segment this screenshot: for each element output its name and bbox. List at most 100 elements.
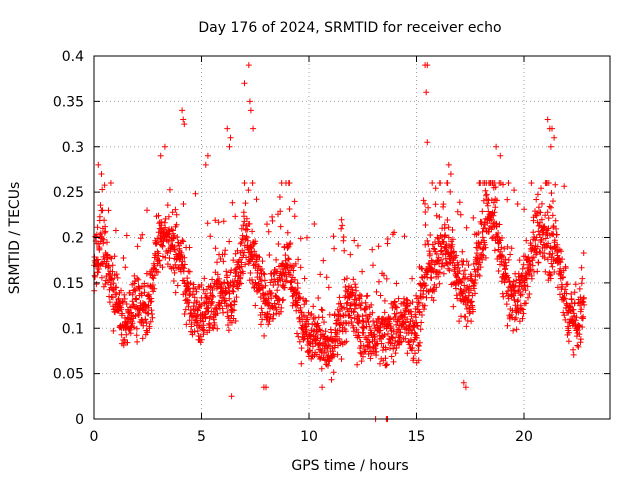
- data-point: [409, 344, 416, 351]
- data-point: [382, 346, 389, 353]
- data-point: [421, 283, 428, 290]
- data-point: [409, 275, 416, 282]
- data-point: [319, 384, 326, 391]
- data-point: [317, 271, 324, 278]
- data-point: [225, 322, 231, 328]
- data-point: [549, 250, 556, 257]
- data-point: [340, 234, 347, 240]
- data-point: [542, 268, 549, 275]
- data-point: [286, 241, 293, 248]
- data-point: [323, 274, 330, 281]
- data-point: [334, 351, 341, 358]
- data-point: [514, 201, 521, 207]
- data-point: [208, 292, 215, 299]
- data-point: [242, 200, 249, 207]
- data-point: [391, 299, 398, 306]
- data-point: [320, 257, 327, 264]
- data-point: [445, 265, 452, 272]
- data-point: [519, 315, 526, 322]
- data-point: [415, 299, 422, 306]
- data-point: [434, 257, 441, 264]
- data-point: [145, 304, 152, 311]
- data-point: [562, 265, 569, 272]
- data-point: [416, 339, 423, 346]
- data-point: [449, 236, 456, 243]
- data-point: [525, 294, 531, 301]
- data-point: [491, 247, 498, 254]
- data-point: [179, 107, 186, 114]
- data-point: [511, 187, 518, 194]
- data-point: [258, 305, 265, 312]
- data-point: [279, 297, 286, 304]
- data-point: [165, 213, 172, 220]
- data-point: [292, 260, 299, 267]
- data-point: [310, 303, 317, 310]
- data-point: [284, 229, 291, 236]
- data-point: [97, 202, 104, 209]
- data-point: [450, 248, 457, 255]
- data-point: [141, 280, 148, 287]
- data-point: [304, 314, 311, 321]
- data-point: [348, 319, 355, 325]
- data-point: [544, 209, 551, 216]
- data-point: [264, 221, 270, 228]
- data-point: [440, 201, 447, 208]
- data-point: [318, 365, 325, 372]
- data-point: [404, 350, 411, 357]
- data-point: [315, 295, 322, 301]
- data-point: [330, 369, 337, 376]
- data-point: [172, 261, 179, 268]
- data-point: [459, 261, 466, 268]
- data-point: [535, 228, 542, 235]
- data-point: [193, 288, 200, 295]
- data-point: [544, 116, 551, 123]
- data-point: [198, 336, 205, 343]
- data-point: [442, 232, 449, 239]
- data-point: [472, 290, 478, 297]
- data-point: [251, 248, 258, 255]
- data-point: [574, 342, 581, 349]
- data-point: [512, 290, 519, 297]
- data-point: [96, 266, 102, 272]
- data-point: [185, 268, 192, 275]
- data-point: [394, 304, 400, 311]
- data-point: [364, 292, 371, 299]
- data-point: [246, 98, 253, 105]
- data-point: [547, 275, 554, 282]
- data-point: [412, 311, 419, 318]
- data-point: [102, 228, 109, 235]
- y-tick-label: 0.1: [62, 321, 84, 337]
- data-point: [202, 290, 209, 297]
- data-point: [243, 234, 250, 241]
- data-point: [331, 245, 338, 252]
- data-point: [542, 235, 549, 242]
- data-point: [356, 317, 363, 324]
- data-point: [168, 226, 175, 233]
- data-point: [345, 320, 352, 327]
- data-point: [153, 240, 160, 247]
- data-point: [300, 336, 307, 343]
- data-point: [166, 186, 173, 193]
- data-point: [282, 269, 289, 276]
- data-point: [149, 314, 156, 321]
- data-point: [275, 295, 282, 302]
- data-point: [551, 134, 558, 141]
- data-point: [264, 315, 271, 321]
- data-point: [121, 291, 128, 298]
- data-point: [373, 348, 380, 355]
- data-point: [393, 321, 400, 328]
- data-point: [230, 283, 236, 290]
- data-point: [561, 183, 568, 190]
- data-point: [456, 268, 463, 274]
- y-axis-label: SRMTID / TECUs: [7, 182, 23, 295]
- data-point: [339, 222, 346, 229]
- data-point: [427, 251, 433, 257]
- data-point: [510, 327, 517, 334]
- data-point: [445, 234, 452, 241]
- data-point: [515, 297, 522, 304]
- data-point: [297, 295, 304, 302]
- data-point: [326, 311, 333, 318]
- data-point: [155, 269, 161, 276]
- data-point: [233, 268, 240, 275]
- data-point: [214, 259, 220, 266]
